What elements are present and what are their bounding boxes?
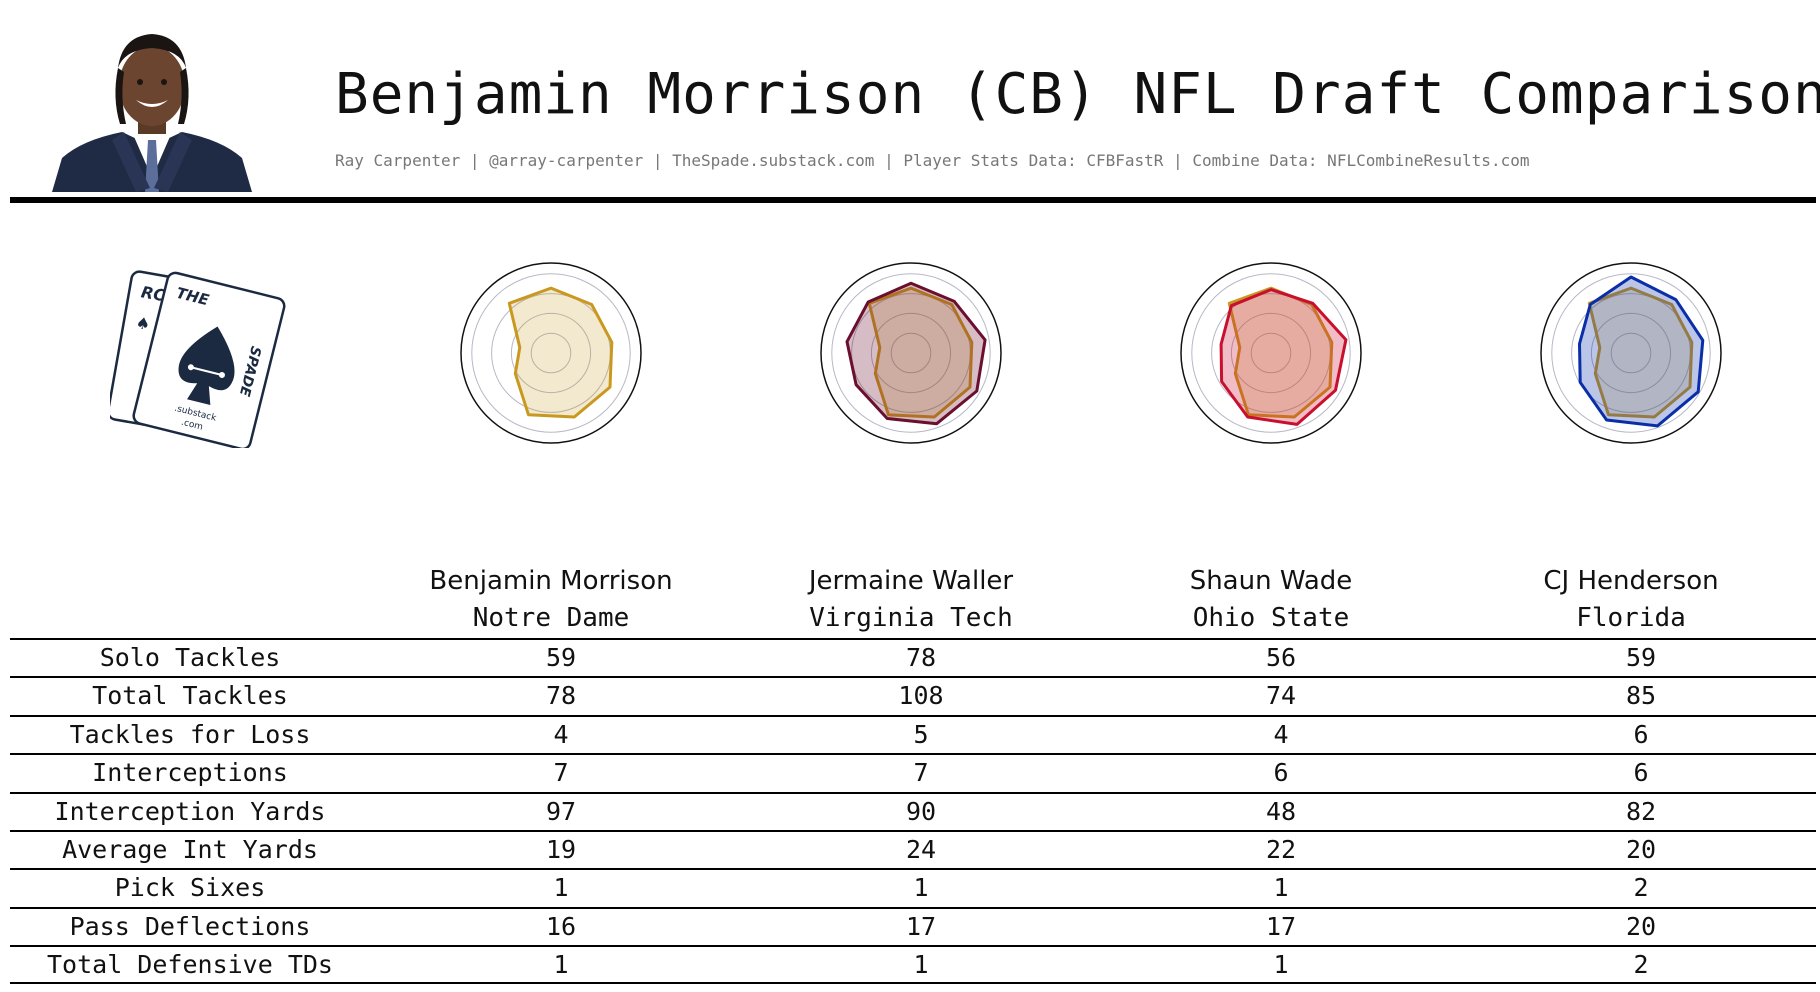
table-cell: 5 (913, 719, 929, 749)
table-cell: 108 (898, 681, 944, 711)
radar-series-3 (1578, 275, 1705, 428)
header-divider (10, 197, 1816, 203)
table-cell: 1 (913, 950, 929, 980)
table-row: Total Tackles 78 108 74 85 (10, 676, 1816, 714)
front-card: THE SPADE .substack .com (132, 271, 286, 448)
table-row: Pick Sixes 1 1 1 2 (10, 868, 1816, 906)
row-label: Total Tackles (92, 681, 288, 711)
table-row: Pass Deflections 16 17 17 20 (10, 906, 1816, 945)
spade-icon (178, 326, 235, 406)
radar-gridline (530, 332, 572, 374)
radar-gridline (1191, 273, 1351, 433)
radar-series-2 (1219, 288, 1348, 426)
radar-gridline (1610, 332, 1652, 374)
table-cell: 7 (913, 758, 929, 788)
table-cell: 78 (905, 643, 937, 672)
radar-gridline (510, 312, 592, 394)
table-cell: 59 (545, 643, 577, 672)
table-cell: 1 (913, 873, 929, 903)
table-cell: 20 (1625, 834, 1657, 864)
page-title: Benjamin Morrison (CB) NFL Draft Compari… (335, 62, 1820, 127)
radar-series-1 (845, 281, 987, 426)
table-cell: 48 (1265, 796, 1297, 826)
table-row: Interceptions 7 7 6 6 (10, 753, 1816, 791)
table-cell: 1 (553, 873, 569, 903)
table-cell: 7 (553, 758, 569, 788)
player-name-1: Jermaine Waller (808, 566, 1014, 596)
radar-series-morrison (507, 286, 614, 419)
table-cell: 20 (1625, 911, 1657, 941)
table-cell: 6 (1633, 758, 1649, 788)
table-cell: 97 (545, 796, 577, 826)
row-label: Interceptions (92, 758, 288, 788)
table-cell: 16 (545, 911, 577, 941)
page-subtitle: Ray Carpenter | @array-carpenter | TheSp… (335, 151, 1530, 170)
row-label: Tackles for Loss (69, 719, 311, 749)
radar-gridline (890, 332, 932, 374)
player-name-0: Benjamin Morrison (429, 566, 673, 596)
radar-gridline (471, 273, 631, 433)
table-cell: 74 (1265, 681, 1297, 711)
table-cell: 85 (1625, 681, 1657, 711)
table-cell: 56 (1265, 643, 1297, 672)
table-row: Total Defensive TDs 1 1 1 2 (10, 945, 1816, 984)
radar-charts (460, 262, 1722, 444)
table-cell: 82 (1625, 796, 1657, 826)
stats-table: Solo Tackles 59 78 56 59 Total Tackles 7… (10, 638, 1816, 984)
row-label: Solo Tackles (99, 643, 281, 672)
radar-series-morrison (1227, 286, 1334, 419)
table-cell: 17 (905, 911, 937, 941)
the-spade-logo: RC ♠ THE SPADE .substack .com (110, 270, 286, 448)
table-row: Tackles for Loss 4 5 4 6 (10, 714, 1816, 753)
table-cell: 2 (1633, 873, 1649, 903)
table-row: Average Int Yards 19 24 22 20 (10, 829, 1816, 868)
player-school-2: Ohio State (1192, 603, 1350, 633)
radar-gridline (1590, 312, 1672, 394)
row-label: Average Int Yards (62, 834, 318, 864)
table-cell: 59 (1625, 643, 1657, 672)
player-school-0: Notre Dame (472, 603, 630, 633)
row-label: Interception Yards (54, 796, 326, 826)
player-school-3: Florida (1576, 603, 1686, 633)
table-cell: 1 (553, 950, 569, 980)
player-school-1: Virginia Tech (809, 603, 1013, 633)
table-row: Solo Tackles 59 78 56 59 (10, 638, 1816, 676)
player-name-3: CJ Henderson (1543, 566, 1719, 596)
table-cell: 1 (1273, 873, 1289, 903)
row-label: Pass Deflections (69, 911, 311, 941)
table-cell: 4 (553, 719, 569, 749)
table-cell: 6 (1273, 758, 1289, 788)
row-label: Total Defensive TDs (47, 950, 333, 980)
player-name-2: Shaun Wade (1189, 566, 1353, 596)
radar-gridline (1551, 273, 1711, 433)
table-cell: 24 (905, 834, 937, 864)
radar-series-morrison (867, 286, 974, 419)
radar-gridline (870, 312, 952, 394)
radar-gridline (1250, 332, 1292, 374)
table-row: Interception Yards 97 90 48 82 (10, 791, 1816, 830)
table-cell: 90 (905, 796, 937, 826)
table-cell: 1 (1273, 950, 1289, 980)
table-cell: 22 (1265, 834, 1297, 864)
svg-text:♠: ♠ (134, 313, 151, 334)
table-cell: 6 (1633, 719, 1649, 749)
table-cell: 2 (1633, 950, 1649, 980)
table-cell: 4 (1273, 719, 1289, 749)
table-cell: 17 (1265, 911, 1297, 941)
radar-series-morrison (1587, 286, 1694, 419)
table-cell: 78 (545, 681, 577, 711)
player-photo (52, 34, 252, 192)
radar-gridline (1230, 312, 1312, 394)
back-card-text: RC (140, 282, 167, 305)
table-cell: 19 (545, 834, 577, 864)
radar-gridline (831, 273, 991, 433)
row-label: Pick Sixes (114, 873, 266, 903)
